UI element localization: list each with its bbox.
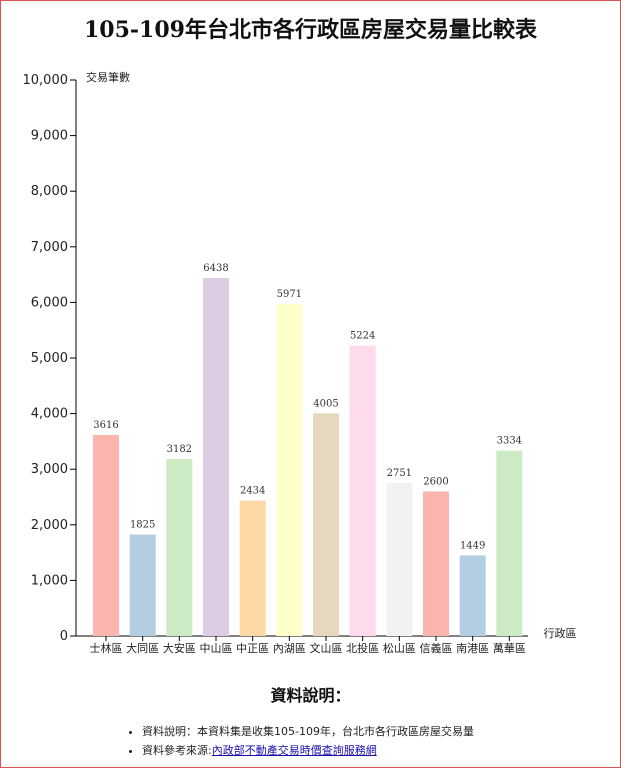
bar-value-label: 4005 bbox=[313, 398, 338, 409]
x-axis-title: 行政區 bbox=[544, 626, 577, 640]
bar-value-label: 2751 bbox=[387, 468, 412, 479]
bar-value-label: 3616 bbox=[93, 420, 118, 431]
bar-value-label: 1825 bbox=[130, 520, 155, 531]
notes-item-description: 資料說明：本資料集是收集105-109年，台北市各行政區房屋交易量 bbox=[142, 722, 474, 741]
bar-value-label: 5224 bbox=[350, 331, 375, 342]
notes-heading: 資料說明： bbox=[270, 686, 351, 705]
x-category-label: 北投區 bbox=[346, 641, 379, 655]
x-category-label: 大同區 bbox=[126, 641, 159, 655]
x-category-label: 中山區 bbox=[200, 642, 233, 655]
x-category-label: 松山區 bbox=[383, 641, 416, 655]
bar-chart: 0 1,000 2,000 3,000 4,000 5,000 6,000 7,000 8,00… bbox=[23, 70, 577, 655]
bar bbox=[203, 278, 229, 636]
y-tick-label: 5,000 bbox=[31, 351, 68, 366]
y-tick-label: 8,000 bbox=[31, 184, 68, 199]
y-tick-label: 1,000 bbox=[31, 573, 68, 588]
bar bbox=[129, 534, 156, 636]
x-category-label: 萬華區 bbox=[493, 642, 526, 655]
bar-value-label: 2434 bbox=[240, 486, 265, 497]
notes-list: 資料說明：本資料集是收集105-109年，台北市各行政區房屋交易量 資料參考來源… bbox=[126, 722, 474, 760]
bar bbox=[349, 345, 376, 636]
x-category-label: 士林區 bbox=[90, 641, 123, 655]
bar bbox=[276, 304, 303, 636]
bar-value-label: 3334 bbox=[497, 436, 522, 447]
page-title: 105-109年台北市各行政區房屋交易量比較表 bbox=[84, 17, 537, 43]
notes-source-label: 資料參考來源: bbox=[142, 744, 212, 757]
y-tick-label: 9,000 bbox=[31, 129, 68, 144]
x-category-label: 信義區 bbox=[420, 641, 453, 655]
bar-value-label: 1449 bbox=[460, 540, 485, 551]
y-tick-label: 4,000 bbox=[31, 407, 68, 422]
bar bbox=[93, 434, 119, 636]
bar bbox=[423, 491, 449, 636]
x-category-label: 文山區 bbox=[310, 641, 343, 655]
notes-item-source: 資料參考來源:內政部不動產交易時價查詢服務網 bbox=[142, 741, 474, 760]
y-tick-label: 10,000 bbox=[23, 73, 69, 88]
bar-value-label: 3182 bbox=[167, 444, 192, 455]
x-category-label: 內湖區 bbox=[273, 642, 306, 655]
y-axis-title: 交易筆數 bbox=[86, 70, 130, 84]
x-category-label: 南港區 bbox=[456, 642, 489, 655]
bar-value-label: 5971 bbox=[277, 289, 302, 300]
bar bbox=[166, 459, 193, 636]
notes-description-text: 資料說明：本資料集是收集105-109年，台北市各行政區房屋交易量 bbox=[142, 725, 474, 738]
y-tick-label: 6,000 bbox=[31, 295, 68, 310]
y-tick-label: 0 bbox=[60, 629, 68, 644]
bar bbox=[386, 483, 413, 636]
y-tick-label: 7,000 bbox=[31, 240, 68, 255]
bar bbox=[459, 555, 486, 636]
bar bbox=[239, 500, 266, 636]
bar-value-label: 2600 bbox=[423, 476, 448, 487]
y-tick-label: 3,000 bbox=[31, 462, 68, 477]
y-tick-label: 2,000 bbox=[31, 518, 68, 533]
bar-value-label: 6438 bbox=[203, 263, 228, 274]
bar bbox=[313, 413, 339, 636]
x-category-label: 中正區 bbox=[236, 642, 269, 655]
source-link[interactable]: 內政部不動產交易時價查詢服務網 bbox=[211, 744, 377, 757]
x-category-label: 大安區 bbox=[163, 641, 196, 655]
bar bbox=[496, 450, 523, 636]
